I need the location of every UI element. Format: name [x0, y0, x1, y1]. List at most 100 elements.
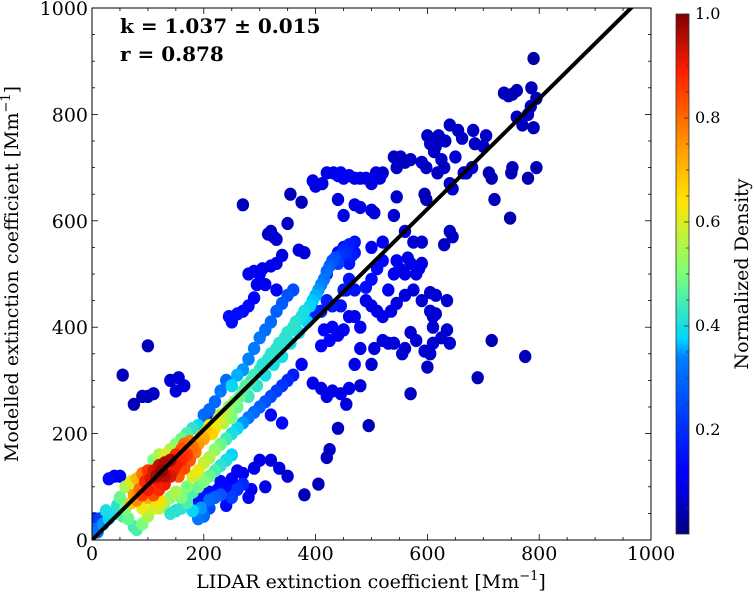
scatter-point: [306, 174, 319, 188]
slope-annotation: k = 1.037 ± 0.015: [120, 14, 320, 38]
scatter-point: [147, 387, 160, 401]
scatter-point: [281, 469, 294, 483]
scatter-point: [362, 419, 375, 433]
y-axis-title: Modelled extinction coefficient [Mm−1]: [0, 86, 23, 462]
scatter-point: [242, 352, 255, 366]
scatter-point: [449, 150, 462, 164]
scatter-point: [203, 493, 216, 507]
scatter-point: [264, 453, 278, 467]
scatter-point: [426, 320, 440, 334]
scatter-point: [298, 488, 311, 502]
scatter-point: [273, 461, 286, 475]
colorbar-tick-label: 0.8: [695, 108, 720, 127]
scatter-point: [387, 150, 401, 164]
y-tick-label: 200: [52, 424, 88, 446]
scatter-point: [270, 283, 283, 297]
scatter-point: [348, 357, 361, 371]
scatter-point: [424, 286, 437, 300]
scatter-point: [432, 129, 445, 143]
scatter-point: [421, 360, 434, 374]
scatter-points: [92, 51, 543, 539]
scatter-point: [443, 336, 456, 350]
scatter-point: [197, 408, 210, 422]
scatter-point: [225, 490, 238, 504]
scatter-point: [368, 206, 381, 220]
scatter-point: [359, 280, 373, 294]
y-tick-label: 600: [52, 211, 88, 233]
scatter-point: [467, 123, 480, 137]
scatter-point: [141, 339, 155, 353]
scatter-point: [323, 443, 336, 457]
scatter-point: [354, 320, 367, 334]
scatter-point: [222, 310, 236, 324]
scatter-point: [331, 421, 345, 435]
y-tick-label: 400: [52, 317, 88, 339]
scatter-point: [497, 86, 511, 100]
scatter-point: [527, 121, 540, 135]
scatter-point: [312, 477, 325, 491]
scatter-point: [370, 262, 384, 276]
scatter-point: [247, 341, 261, 356]
scatter-point: [415, 155, 428, 169]
scatter-point: [424, 137, 437, 151]
colorbar-title: Normalized Density: [731, 178, 753, 369]
x-tick-label: 0: [86, 543, 98, 565]
scatter-point: [365, 240, 378, 254]
x-tick-label: 1000: [627, 543, 675, 565]
y-tick-label: 1000: [40, 0, 88, 20]
scatter-point: [169, 384, 182, 398]
scatter-point: [530, 161, 543, 175]
scatter-point: [122, 512, 135, 526]
scatter-point: [390, 190, 403, 204]
fit-line: [92, 8, 634, 540]
x-tick-label: 600: [409, 543, 445, 565]
scatter-point: [390, 254, 403, 268]
scatter-point: [482, 166, 496, 180]
x-tick-label: 200: [186, 543, 222, 565]
scatter-point: [404, 387, 417, 401]
colorbar-tick-labels: 0.2 0.4 0.6 0.8 1.0: [695, 4, 720, 439]
y-tick-label: 0: [76, 530, 88, 552]
scatter-point: [468, 137, 482, 151]
scatter-point: [295, 357, 308, 371]
scatter-point: [387, 208, 401, 223]
scatter-point: [331, 192, 345, 207]
scatter-point: [354, 200, 367, 215]
scatter-point: [127, 397, 141, 411]
scatter-point: [164, 506, 177, 520]
colorbar-tick-label: 0.2: [695, 420, 720, 439]
scatter-point: [359, 294, 373, 308]
scatter-point: [368, 341, 381, 356]
scatter-point: [295, 195, 308, 209]
colorbar-tick-label: 0.4: [695, 316, 720, 335]
scatter-point: [485, 333, 498, 348]
scatter-point: [337, 208, 350, 223]
scatter-point: [369, 166, 383, 180]
scatter-point: [340, 397, 353, 411]
scatter-point: [440, 294, 454, 308]
scatter-point: [488, 192, 501, 207]
scatter-point: [438, 238, 451, 252]
x-tick-label: 800: [521, 543, 557, 565]
scatter-point: [390, 161, 403, 175]
scatter-point: [382, 283, 395, 297]
x-tick-label: 400: [297, 543, 333, 565]
scatter-point: [259, 480, 272, 494]
scatter-point: [99, 504, 113, 518]
scatter-point: [113, 490, 127, 504]
scatter-point: [503, 211, 517, 225]
x-tick-labels: 0 200 400 600 800 1000: [86, 543, 675, 565]
scatter-point: [264, 408, 278, 422]
axis-ticks: [91, 7, 652, 541]
scatter-point: [410, 333, 423, 348]
scatter-point: [169, 485, 182, 499]
scatter-point: [270, 232, 283, 246]
scatter-point: [342, 310, 356, 324]
scatter-point: [231, 368, 244, 382]
scatter-point: [431, 166, 444, 180]
scatter-point: [242, 490, 255, 504]
scatter-point: [398, 267, 412, 281]
scatter-point: [298, 304, 311, 318]
scatter-point: [270, 304, 283, 318]
